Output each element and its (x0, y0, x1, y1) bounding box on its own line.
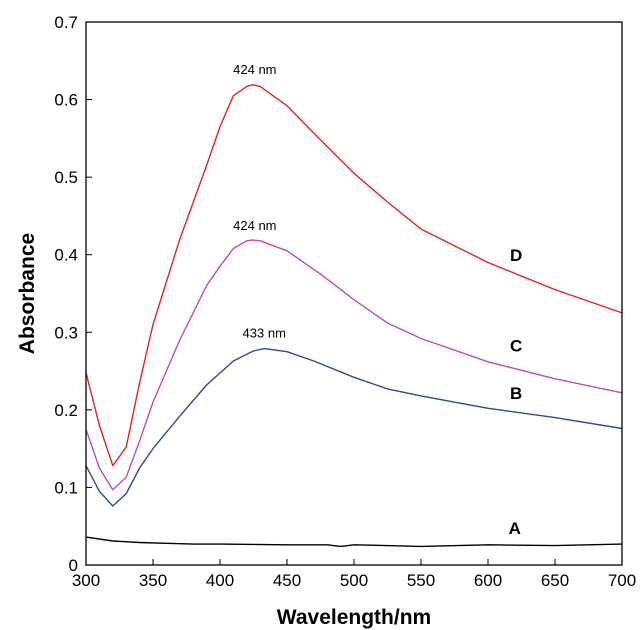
label-layer: A B C D 424 nm 424 nm 433 nm (233, 62, 522, 538)
x-tick-label: 650 (541, 571, 569, 590)
series-label-a: A (509, 519, 521, 538)
x-tick-label: 500 (340, 571, 368, 590)
x-tick-label: 450 (273, 571, 301, 590)
x-axis-title: Wavelength/nm (277, 606, 431, 629)
x-tick-label: 400 (206, 571, 234, 590)
series-line-c (85, 239, 623, 491)
series-line-b (85, 347, 623, 507)
y-tick-label: 0.1 (54, 478, 78, 497)
y-tick-label: 0 (69, 556, 78, 575)
y-tick-label: 0.3 (54, 323, 78, 342)
peak-annotation: 433 nm (243, 326, 286, 341)
y-tick-label: 0.2 (54, 401, 78, 420)
series-label-b: B (510, 384, 522, 403)
x-tick-label: 350 (139, 571, 167, 590)
series-layer (85, 84, 623, 548)
axes-layer: 300 350 400 450 500 550 600 650 700 0 0.1 0.2 0.3 0.4… (54, 13, 636, 590)
series-line-d (85, 84, 623, 467)
peak-annotation: 424 nm (233, 218, 276, 233)
series-label-c: C (510, 337, 522, 356)
plot-frame (85, 21, 623, 566)
y-axis-title: Absorbance (16, 233, 39, 354)
x-tick-label: 600 (474, 571, 502, 590)
y-tick-label: 0.7 (54, 13, 78, 32)
x-tick-label: 700 (608, 571, 636, 590)
x-tick-label: 550 (407, 571, 435, 590)
peak-annotation: 424 nm (233, 62, 276, 77)
y-tick-label: 0.6 (54, 91, 78, 110)
x-tick-label: 300 (72, 571, 100, 590)
series-label-d: D (510, 246, 522, 265)
y-tick-label: 0.4 (54, 246, 78, 265)
series-line-a (85, 536, 623, 548)
y-tick-label: 0.5 (54, 168, 78, 187)
